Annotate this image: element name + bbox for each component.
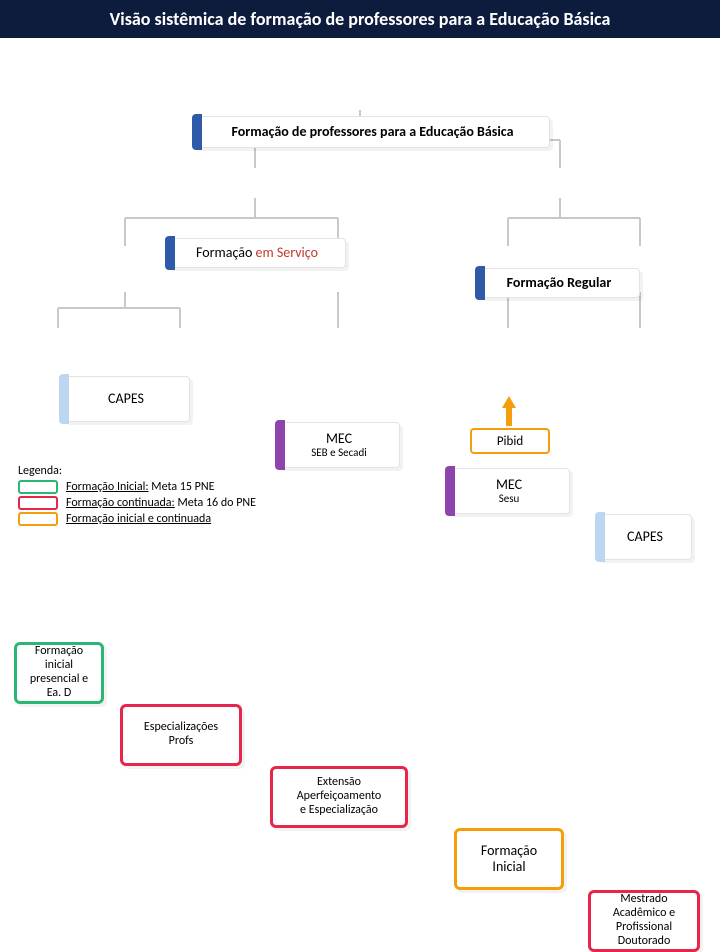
- legend-swatch: [18, 480, 58, 494]
- page-title: Visão sistêmica de formação de professor…: [0, 0, 720, 38]
- l1: Mestrado: [620, 893, 667, 907]
- leaf-mestrado-doutorado: Mestrado Acadêmico e Profissional Doutor…: [588, 890, 700, 952]
- l1: Formação: [35, 645, 83, 659]
- node-mec2: MEC Sesu: [448, 468, 570, 514]
- l2: Aperfeiçoamento: [297, 790, 382, 804]
- legend-swatch: [18, 512, 58, 526]
- l3: presencial e: [30, 673, 88, 687]
- label: CAPES: [108, 391, 144, 407]
- legend-row: Formação inicial e continuada: [18, 512, 256, 526]
- legend-text: Formação inicial e continuada: [66, 512, 211, 526]
- node-servico-label: Formação em Serviço: [196, 245, 318, 261]
- l4: Doutorado: [618, 935, 671, 949]
- l1: Especializações: [144, 721, 218, 735]
- legend-text: Formação Inicial: Meta 15 PNE: [66, 480, 215, 494]
- node-pibid: Pibid: [470, 428, 550, 454]
- node-capes-right: CAPES: [598, 514, 692, 560]
- leaf-especializacoes-profs: Especializações Profs: [120, 704, 242, 766]
- node-capes-left: CAPES: [62, 376, 190, 422]
- legend-row: Formação continuada: Meta 16 do PNE: [18, 496, 256, 510]
- l2: inicial: [45, 659, 73, 673]
- label-sub: Sesu: [499, 493, 520, 506]
- node-regular: Formação Regular: [478, 268, 640, 298]
- text: Formação: [196, 244, 255, 261]
- label: CAPES: [627, 529, 663, 545]
- l1: Extensão: [317, 776, 361, 790]
- label-top: MEC: [496, 477, 522, 493]
- text-em: em Serviço: [256, 244, 318, 261]
- label-top: MEC: [326, 431, 352, 447]
- leaf-formacao-inicial: Formação Inicial: [454, 828, 564, 890]
- node-mec1: MEC SEB e Secadi: [278, 422, 400, 468]
- l3: Profissional: [616, 921, 672, 935]
- arrow-up-icon: [502, 396, 516, 408]
- arrow-stem: [506, 408, 512, 426]
- legend-title: Legenda:: [18, 464, 256, 478]
- l2: Inicial: [492, 859, 525, 875]
- legend-text: Formação continuada: Meta 16 do PNE: [66, 496, 256, 510]
- legend: Legenda: Formação Inicial: Meta 15 PNE Fo…: [18, 464, 256, 528]
- node-root-label: Formação de professores para a Educação …: [232, 124, 514, 140]
- l2: Profs: [169, 735, 194, 749]
- node-regular-label: Formação Regular: [507, 275, 612, 291]
- legend-swatch: [18, 496, 58, 510]
- node-root: Formação de professores para a Educação …: [195, 116, 550, 148]
- l2: Acadêmico e: [613, 907, 675, 921]
- label-sub: SEB e Secadi: [311, 447, 367, 460]
- leaf-formacao-inicial-ead: Formação inicial presencial e Ea. D: [14, 642, 104, 704]
- l4: Ea. D: [47, 687, 72, 701]
- node-servico: Formação em Serviço: [168, 238, 346, 268]
- legend-row: Formação Inicial: Meta 15 PNE: [18, 480, 256, 494]
- label: Pibid: [497, 434, 523, 449]
- l3: e Especialização: [300, 804, 378, 818]
- leaf-extensao: Extensão Aperfeiçoamento e Especializaçã…: [270, 766, 408, 828]
- l1: Formação: [481, 843, 537, 859]
